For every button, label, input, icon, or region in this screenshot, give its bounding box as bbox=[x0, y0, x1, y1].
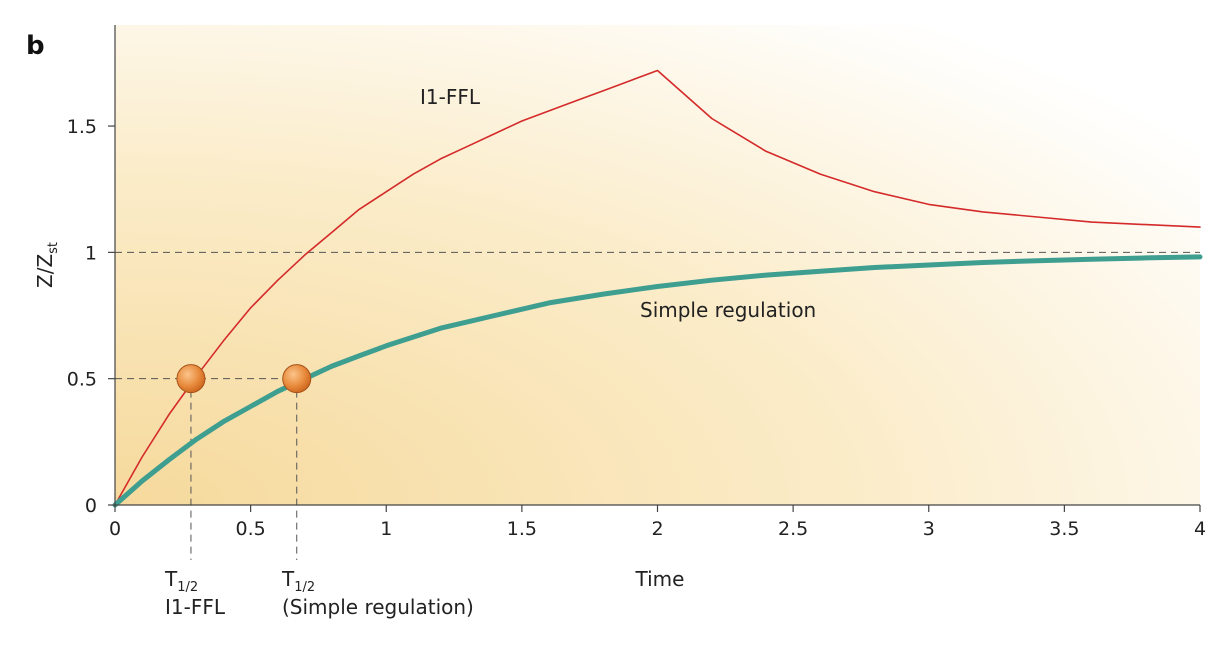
series-line-i1-ffl bbox=[114, 69, 1201, 506]
x-tick-label: 3.5 bbox=[1049, 518, 1079, 540]
x-tick-label: 2 bbox=[651, 518, 663, 540]
x-axis-title: Time bbox=[635, 567, 685, 591]
svg-text:T1/2: T1/2 bbox=[164, 567, 198, 595]
x-tick-label: 4 bbox=[1194, 518, 1206, 540]
x-tick-label: 0 bbox=[109, 518, 121, 540]
half-time-marker-simple-regulation bbox=[282, 364, 312, 394]
half-time-marker-i1-ffl bbox=[176, 364, 206, 394]
y-tick-label: 0.5 bbox=[67, 369, 97, 391]
x-tick-label: 2.5 bbox=[778, 518, 808, 540]
x-tick-label: 1.5 bbox=[507, 518, 537, 540]
svg-text:I1-FFL: I1-FFL bbox=[165, 595, 226, 619]
svg-text:T1/2: T1/2 bbox=[281, 567, 315, 595]
half-time-label-i1-ffl: T1/2 I1-FFL bbox=[164, 567, 226, 619]
series-label-simple-regulation: Simple regulation bbox=[640, 298, 816, 322]
panel-letter: b bbox=[26, 31, 45, 61]
svg-text:(Simple regulation): (Simple regulation) bbox=[282, 595, 474, 619]
x-tick-label: 0.5 bbox=[236, 518, 266, 540]
series-line-simple-regulation bbox=[112, 254, 1203, 508]
x-tick-label: 1 bbox=[380, 518, 392, 540]
y-tick-label: 1.5 bbox=[67, 116, 97, 138]
plot-background bbox=[115, 25, 1200, 505]
y-axis-title: Z/Zst bbox=[33, 242, 61, 288]
half-time-label-simple-regulation: T1/2 (Simple regulation) bbox=[281, 567, 474, 619]
series-label-i1-ffl: I1-FFL bbox=[420, 85, 481, 109]
y-tick-label: 0 bbox=[85, 495, 97, 517]
y-tick-label: 1 bbox=[85, 242, 97, 264]
x-tick-label: 3 bbox=[923, 518, 935, 540]
